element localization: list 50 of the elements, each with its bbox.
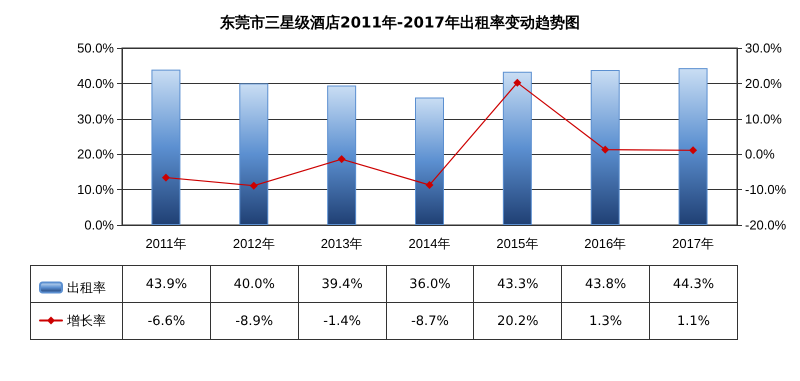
data-label: -8.7% [386,302,474,340]
chart-title: 东莞市三星级酒店2011年-2017年出租率变动趋势图 [219,14,580,32]
y-tick-label: 10.0% [77,182,114,198]
bar [678,68,708,225]
bar [239,83,268,225]
data-label: 43.8% [562,266,650,302]
y2-tick-label: 0.0% [745,146,776,162]
x-tick-label: 2015年 [496,236,538,251]
data-label: 43.3% [474,266,562,302]
data-label: -8.9% [210,302,298,340]
y2-tick-label: 20.0% [745,76,782,91]
y2-tick-label: 10.0% [745,111,782,126]
x-tick-label: 2011年 [145,236,186,251]
point [426,181,434,189]
y-tick-label: 0.0% [84,218,114,232]
data-label: 43.9% [122,266,210,302]
x-tick-label: 2013年 [320,236,363,251]
data-label: -1.4% [298,302,386,340]
legend-label: 增长率 [66,313,106,328]
data-label: 44.3% [650,266,738,302]
bar [502,72,532,225]
data-label: 20.2% [474,302,562,340]
legend-label: 出租率 [67,280,106,295]
x-tick-label: 2014年 [408,236,450,251]
bar [415,98,444,225]
point [162,174,170,182]
y-tick-label: 40.0% [77,76,114,91]
x-tick-label: 2012年 [232,236,275,251]
y-tick-label: 50.0% [77,40,114,56]
y2-tick-label: 30.0% [745,40,782,56]
data-label: 36.0% [386,266,474,302]
y-tick-label: 30.0% [77,111,114,126]
data-label: 40.0% [210,266,298,302]
data-label: 1.3% [562,302,650,340]
x-tick-label: 2017年 [672,236,714,251]
data-label: 39.4% [298,266,386,302]
y2-tick-label: -20.0% [745,218,787,232]
bar [590,70,620,225]
point [689,146,698,154]
point [338,155,346,164]
y2-tick-label: -10.0% [745,182,787,198]
y-tick-label: 20.0% [77,146,114,162]
point [250,182,258,190]
data-label: -6.6% [122,302,210,340]
bar [151,70,180,225]
point [601,146,610,154]
bar [327,86,356,225]
point [513,78,522,87]
data-label: 1.1% [650,302,738,340]
x-tick-label: 2016年 [584,236,626,251]
